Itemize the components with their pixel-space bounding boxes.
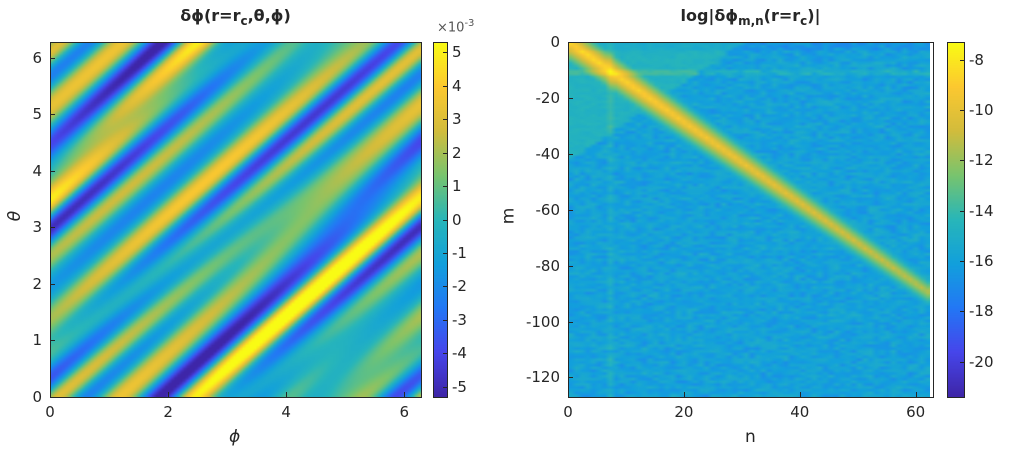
right-colorbar (947, 42, 964, 397)
y-tick-label: 3 (32, 218, 42, 237)
colorbar-tick-label: -18 (969, 302, 994, 321)
colorbar-tick-label: -12 (969, 151, 994, 170)
colorbar-tick-label: -16 (969, 252, 994, 271)
colorbar-tick-mark (443, 52, 447, 54)
x-tick-mark (683, 392, 685, 397)
x-tick-mark (286, 392, 288, 397)
right-xlabel: n (745, 427, 756, 447)
colorbar-tick-mark (443, 152, 447, 154)
y-tick-mark (50, 57, 55, 59)
x-tick-mark (568, 392, 569, 397)
colorbar-tick-label: 5 (452, 43, 462, 62)
y-tick-mark (50, 170, 55, 172)
colorbar-tick-label: 2 (452, 143, 462, 162)
y-tick-mark (50, 114, 55, 116)
y-tick-label: 4 (32, 161, 42, 180)
left-title: δϕ(r=rc,θ,ϕ) (180, 6, 291, 29)
y-tick-mark (50, 227, 55, 229)
colorbar-tick-label: 3 (452, 110, 462, 129)
colorbar-tick-label: -10 (969, 100, 994, 119)
y-tick-label: 6 (32, 48, 42, 67)
y-tick-label: 2 (32, 274, 42, 293)
y-tick-mark (50, 283, 55, 285)
colorbar-tick-label: 1 (452, 177, 462, 195)
colorbar-tick-label: -5 (452, 377, 467, 396)
colorbar-tick-mark (960, 361, 964, 363)
y-tick-mark (568, 42, 573, 43)
colorbar-tick-mark (443, 319, 447, 321)
x-tick-label: 20 (674, 403, 694, 421)
y-tick-label: 5 (32, 105, 42, 124)
x-tick-label: 60 (906, 403, 926, 421)
colorbar-tick-mark (960, 210, 964, 212)
colorbar-tick-label: -2 (452, 277, 467, 296)
left-colorbar (433, 42, 447, 397)
y-tick-label: -80 (535, 256, 561, 275)
y-tick-label: 1 (32, 331, 42, 350)
x-tick-mark (799, 392, 801, 397)
x-tick-label: 0 (45, 403, 55, 421)
y-tick-mark (568, 153, 573, 155)
colorbar-tick-label: -14 (969, 201, 994, 220)
y-tick-mark (568, 97, 573, 99)
heatmap-log-spectrum (568, 42, 930, 397)
colorbar-tick-label: 0 (452, 210, 462, 229)
colorbar-tick-mark (960, 311, 964, 313)
left-xlabel: ϕ (229, 427, 241, 447)
colorbar-tick-label: -8 (969, 50, 984, 69)
colorbar-tick-mark (960, 261, 964, 263)
right-ylabel: m (498, 207, 519, 225)
x-tick-mark (168, 392, 170, 397)
colorbar-tick-mark (443, 85, 447, 87)
y-tick-mark (568, 321, 573, 323)
colorbar-tick-mark (443, 252, 447, 254)
y-tick-mark (50, 397, 55, 398)
x-tick-label: 6 (399, 403, 410, 421)
y-tick-mark (50, 340, 55, 342)
colorbar-tick-label: -20 (969, 352, 994, 371)
y-tick-mark (568, 265, 573, 267)
y-tick-label: -20 (535, 88, 561, 107)
x-tick-mark (915, 392, 917, 397)
x-tick-label: 40 (790, 403, 810, 421)
colorbar-tick-label: 4 (452, 76, 462, 95)
colorbar-tick-mark (960, 109, 964, 111)
y-tick-label: 0 (32, 388, 42, 406)
right-title: log|δϕm,n(r=rc)| (680, 6, 821, 29)
x-tick-label: 2 (163, 403, 173, 421)
colorbar-tick-mark (443, 119, 447, 121)
colorbar-tick-mark (960, 59, 964, 61)
colorbar-tick-mark (443, 386, 447, 388)
y-tick-label: -120 (525, 368, 560, 387)
y-tick-label: -100 (525, 312, 560, 331)
colorbar-tick-mark (443, 186, 447, 187)
heatmap-delta-phi (50, 42, 421, 397)
y-tick-label: -60 (535, 200, 561, 219)
colorbar-multiplier: ×10-3 (437, 18, 475, 36)
y-tick-label: 0 (550, 33, 560, 51)
x-tick-mark (404, 392, 406, 397)
x-tick-label: 0 (563, 403, 573, 421)
colorbar-tick-label: -3 (452, 310, 467, 329)
colorbar-tick-label: -1 (452, 243, 467, 262)
x-tick-label: 4 (281, 403, 291, 421)
colorbar-tick-label: -4 (452, 344, 467, 363)
y-tick-mark (568, 209, 573, 211)
y-tick-label: -40 (535, 144, 561, 163)
colorbar-tick-mark (443, 353, 447, 355)
colorbar-tick-mark (443, 219, 447, 221)
colorbar-tick-mark (443, 286, 447, 288)
x-tick-mark (50, 392, 51, 397)
y-tick-mark (568, 377, 573, 379)
colorbar-tick-mark (960, 160, 964, 162)
